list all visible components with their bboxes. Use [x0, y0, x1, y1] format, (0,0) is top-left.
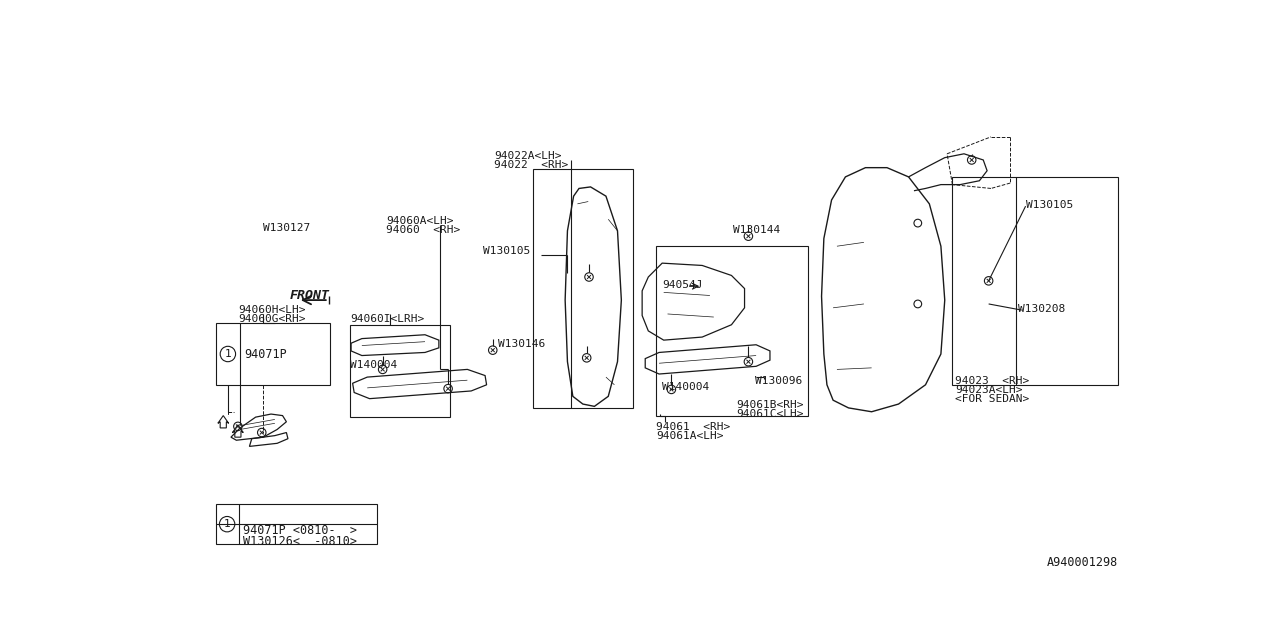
Text: 94060A<LH>: 94060A<LH>: [387, 216, 454, 226]
Text: 94061B<RH>: 94061B<RH>: [736, 400, 804, 410]
Text: 1: 1: [224, 519, 230, 529]
Text: 94060G<RH>: 94060G<RH>: [238, 314, 306, 324]
Bar: [215, 323, 329, 385]
Text: 94071P <0810-  >: 94071P <0810- >: [242, 524, 357, 537]
Text: W130144: W130144: [733, 225, 781, 235]
Text: 94061C<LH>: 94061C<LH>: [736, 410, 804, 419]
Text: 94060H<LH>: 94060H<LH>: [238, 305, 306, 315]
Bar: [657, 246, 809, 415]
Text: 94022A<LH>: 94022A<LH>: [494, 150, 562, 161]
Bar: [532, 169, 632, 408]
Text: 94060  <RH>: 94060 <RH>: [387, 225, 461, 236]
Text: 94022  <RH>: 94022 <RH>: [494, 160, 568, 170]
Text: 94054J: 94054J: [662, 280, 703, 290]
Text: W130127: W130127: [264, 223, 311, 233]
Bar: [215, 504, 378, 544]
Text: W130105: W130105: [1025, 200, 1073, 210]
Text: W130208: W130208: [1018, 304, 1065, 314]
Text: W130105: W130105: [483, 246, 530, 256]
Text: W130126<  -0810>: W130126< -0810>: [242, 535, 357, 548]
Text: W140004: W140004: [662, 381, 709, 392]
Text: 94060I<LRH>: 94060I<LRH>: [351, 314, 425, 324]
Text: 94023A<LH>: 94023A<LH>: [955, 385, 1023, 395]
Bar: [351, 324, 451, 417]
Text: FRONT: FRONT: [289, 289, 329, 301]
Text: <FOR SEDAN>: <FOR SEDAN>: [955, 394, 1029, 404]
Text: A940001298: A940001298: [1047, 556, 1117, 569]
Text: W140004: W140004: [351, 360, 398, 370]
Text: 94061A<LH>: 94061A<LH>: [657, 431, 723, 441]
Text: 1: 1: [224, 349, 232, 359]
Bar: [952, 177, 1117, 385]
Text: 94061  <RH>: 94061 <RH>: [657, 422, 731, 432]
Text: 94071P: 94071P: [244, 348, 287, 361]
Text: W130146: W130146: [498, 339, 545, 349]
Text: W130096: W130096: [755, 376, 801, 385]
Text: 94023  <RH>: 94023 <RH>: [955, 376, 1029, 385]
